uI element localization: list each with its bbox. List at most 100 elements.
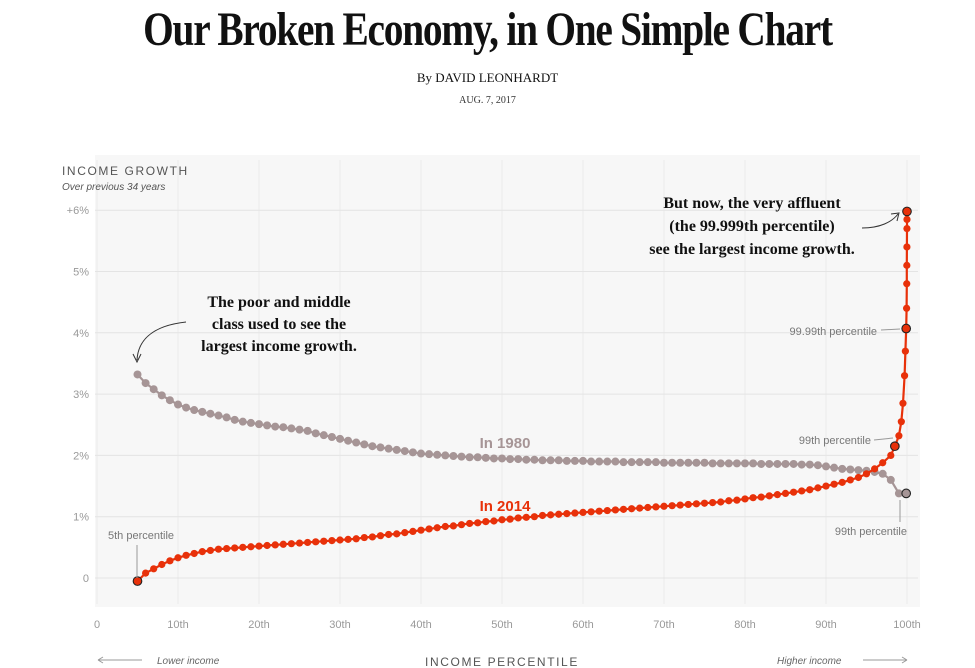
data-point-2014 — [490, 517, 498, 525]
data-point-2014 — [206, 546, 214, 555]
data-point-2014 — [466, 519, 474, 528]
data-point-2014 — [830, 480, 838, 488]
data-point-1980 — [603, 457, 612, 466]
label-9999th-percentile: 99.99th percentile — [790, 326, 877, 338]
data-point-2014 — [522, 513, 530, 521]
data-point-1980 — [797, 460, 806, 469]
data-point-2014 — [231, 544, 239, 552]
data-point-2014 — [441, 522, 449, 531]
data-point-2014 — [425, 525, 433, 533]
data-point-2014 — [692, 500, 701, 508]
data-point-2014 — [903, 261, 911, 269]
data-point-1980 — [773, 459, 782, 468]
data-point-2014 — [271, 541, 279, 549]
highlight-point-1980-99th — [901, 488, 912, 499]
data-point-1980 — [676, 458, 685, 467]
data-point-2014 — [579, 508, 587, 517]
data-point-1980 — [303, 426, 312, 435]
data-point-2014 — [247, 543, 255, 551]
data-point-2014 — [401, 529, 409, 537]
data-point-1980 — [781, 459, 790, 468]
data-point-1980 — [732, 459, 741, 468]
data-point-1980 — [149, 385, 158, 394]
data-point-2014 — [619, 505, 628, 513]
data-point-2014 — [790, 488, 798, 496]
annotation-affluent-arrowhead — [890, 212, 900, 222]
data-point-1980 — [684, 458, 693, 467]
data-point-1980 — [765, 459, 774, 468]
data-point-1980 — [724, 459, 733, 468]
annotation-affluent-arrow — [861, 213, 899, 229]
data-point-1980 — [417, 449, 425, 458]
data-point-1980 — [643, 458, 652, 467]
x-tick-label: 20th — [248, 619, 269, 631]
y-axis-title: INCOME GROWTH — [62, 164, 189, 178]
data-point-2014 — [409, 527, 417, 536]
data-point-2014 — [879, 459, 887, 467]
leader-9999th-percentile — [880, 328, 901, 331]
data-point-1980 — [660, 458, 668, 467]
data-point-2014 — [190, 549, 198, 558]
data-point-2014 — [174, 554, 182, 562]
data-point-2014 — [223, 544, 231, 553]
data-point-1980 — [230, 415, 239, 424]
data-point-2014 — [781, 489, 790, 498]
data-point-1980 — [570, 456, 579, 465]
data-point-1980 — [716, 459, 725, 468]
y-tick-label: 4% — [73, 328, 89, 340]
data-point-1980 — [741, 459, 749, 468]
annotation-affluent-line: (the 99.999th percentile) — [669, 218, 834, 235]
data-point-1980 — [449, 452, 458, 461]
data-point-1980 — [263, 421, 272, 430]
data-point-2014 — [838, 478, 846, 486]
y-tick-label: 0 — [83, 573, 89, 585]
data-point-2014 — [862, 470, 871, 478]
x-tick-label: 30th — [329, 619, 350, 631]
data-point-2014 — [506, 515, 514, 523]
data-point-2014 — [142, 569, 150, 577]
data-point-1980 — [668, 458, 677, 467]
headline: Our Broken Economy, in One Simple Chart — [143, 3, 833, 56]
data-point-2014 — [822, 482, 830, 490]
data-point-2014 — [287, 540, 295, 548]
data-point-1980 — [481, 453, 490, 462]
data-point-2014 — [806, 486, 814, 494]
data-point-1980 — [222, 413, 231, 422]
data-point-1980 — [206, 409, 215, 418]
data-point-1980 — [295, 425, 304, 434]
data-point-2014 — [897, 418, 905, 426]
data-point-2014 — [393, 530, 401, 538]
data-point-1980 — [562, 456, 571, 465]
data-point-1980 — [214, 411, 223, 420]
data-point-1980 — [376, 443, 385, 452]
series-label-1980: In 1980 — [480, 435, 531, 452]
data-point-2014 — [547, 511, 555, 519]
data-point-1980 — [838, 464, 847, 473]
data-point-1980 — [830, 463, 839, 472]
data-point-2014 — [344, 535, 352, 543]
data-point-2014 — [660, 502, 668, 510]
y-tick-label: 2% — [73, 450, 89, 462]
data-point-1980 — [441, 451, 450, 460]
label-5th-percentile: 5th percentile — [108, 530, 174, 542]
data-point-2014 — [376, 532, 385, 540]
data-point-2014 — [449, 522, 457, 530]
data-point-2014 — [360, 533, 368, 542]
data-point-2014 — [498, 516, 506, 524]
data-point-1980 — [506, 455, 515, 464]
data-point-2014 — [279, 540, 287, 548]
data-point-1980 — [894, 489, 903, 498]
data-point-2014 — [700, 499, 709, 507]
data-point-1980 — [255, 420, 263, 429]
data-point-2014 — [709, 499, 717, 507]
data-point-2014 — [903, 224, 911, 233]
x-axis-right-hint: Higher income — [777, 656, 842, 667]
data-point-1980 — [635, 458, 644, 467]
data-point-1980 — [846, 465, 855, 474]
data-point-2014 — [255, 542, 263, 550]
data-point-1980 — [554, 456, 563, 465]
data-point-1980 — [886, 475, 895, 484]
highlight-point-2014-99th — [889, 441, 900, 452]
data-point-1980 — [408, 448, 417, 457]
data-point-1980 — [457, 452, 466, 461]
